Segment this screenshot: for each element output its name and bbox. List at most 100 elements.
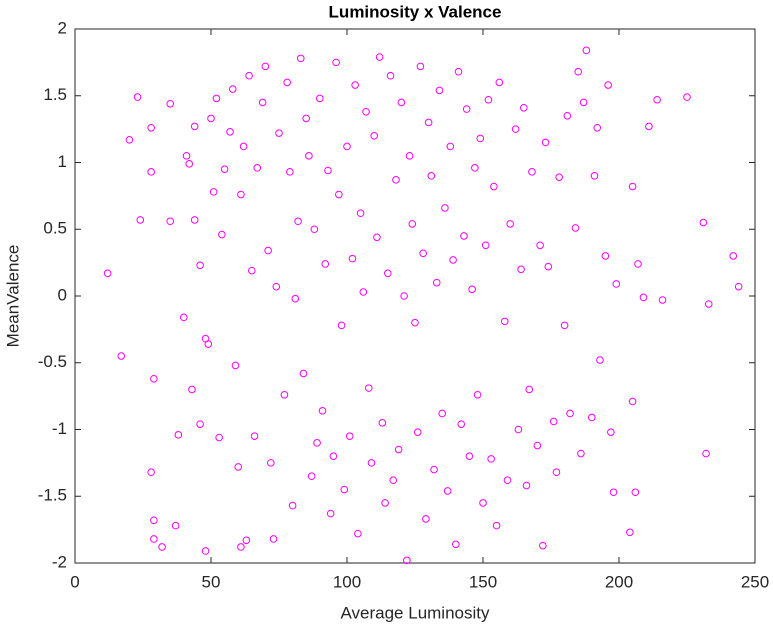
point xyxy=(370,132,379,140)
point xyxy=(628,182,637,191)
point xyxy=(514,425,523,434)
point xyxy=(560,321,569,330)
point xyxy=(552,468,561,477)
point xyxy=(520,103,528,112)
point xyxy=(204,340,213,348)
point xyxy=(305,152,313,160)
point xyxy=(517,265,525,274)
point xyxy=(283,78,291,87)
point xyxy=(174,431,183,439)
point xyxy=(639,293,648,302)
point xyxy=(267,459,275,467)
point xyxy=(405,152,414,160)
point xyxy=(316,94,324,103)
point xyxy=(612,280,621,288)
point xyxy=(354,529,362,538)
point xyxy=(462,105,471,113)
point xyxy=(207,114,215,123)
point xyxy=(392,176,400,184)
point xyxy=(460,232,468,240)
point xyxy=(340,485,349,494)
point xyxy=(511,125,520,133)
point xyxy=(190,216,199,224)
point xyxy=(231,361,240,370)
x-tick-label: 200 xyxy=(605,572,633,591)
point xyxy=(631,488,640,497)
point xyxy=(237,543,245,551)
point xyxy=(190,122,199,131)
point xyxy=(253,164,262,172)
y-tick-label: 0 xyxy=(58,285,67,304)
point xyxy=(212,94,221,103)
point xyxy=(574,67,583,76)
point xyxy=(196,261,204,270)
point xyxy=(609,488,618,497)
point xyxy=(133,93,142,101)
point xyxy=(384,269,392,278)
point xyxy=(373,233,381,242)
point xyxy=(166,99,174,108)
point xyxy=(452,540,460,549)
point xyxy=(201,547,210,555)
point xyxy=(484,95,493,104)
point xyxy=(424,118,433,127)
point xyxy=(237,190,245,199)
point xyxy=(596,356,604,364)
point xyxy=(487,455,495,463)
point xyxy=(343,142,351,151)
point xyxy=(196,420,204,428)
point xyxy=(307,472,316,481)
point xyxy=(588,413,596,422)
point xyxy=(704,300,713,308)
point xyxy=(326,509,335,518)
point xyxy=(549,417,558,426)
point xyxy=(683,93,691,101)
x-tick-label: 0 xyxy=(70,572,79,591)
point xyxy=(150,535,158,543)
point xyxy=(416,62,425,71)
point xyxy=(582,46,591,55)
point xyxy=(286,168,294,176)
y-tick-label: -0.5 xyxy=(38,352,67,371)
point xyxy=(335,190,343,199)
point xyxy=(528,168,536,176)
point xyxy=(291,294,300,303)
point xyxy=(446,142,455,151)
y-tick-label: -1.5 xyxy=(38,486,67,505)
point xyxy=(427,172,436,180)
point xyxy=(386,71,395,80)
point xyxy=(579,98,588,107)
point xyxy=(332,58,340,67)
point xyxy=(381,499,389,507)
point xyxy=(250,432,259,440)
point xyxy=(734,282,743,291)
point xyxy=(234,463,242,471)
point xyxy=(539,541,547,550)
y-tick-label: -1 xyxy=(52,419,67,438)
point xyxy=(495,78,504,87)
point xyxy=(364,384,373,392)
point xyxy=(296,54,305,63)
point xyxy=(218,230,226,239)
point xyxy=(607,428,615,436)
point xyxy=(533,441,542,450)
point xyxy=(476,134,485,143)
y-tick-label: -2 xyxy=(52,552,67,571)
point xyxy=(136,216,145,224)
point xyxy=(324,166,332,175)
point xyxy=(337,321,346,330)
point xyxy=(158,543,166,551)
point xyxy=(351,81,359,89)
point xyxy=(422,515,430,523)
point xyxy=(699,218,708,227)
point xyxy=(188,385,196,394)
point xyxy=(590,172,599,180)
point xyxy=(500,317,509,326)
point xyxy=(228,85,237,93)
point xyxy=(245,71,253,80)
point xyxy=(389,476,398,485)
x-tick-label: 150 xyxy=(469,572,497,591)
point xyxy=(473,390,482,399)
point xyxy=(702,449,710,458)
